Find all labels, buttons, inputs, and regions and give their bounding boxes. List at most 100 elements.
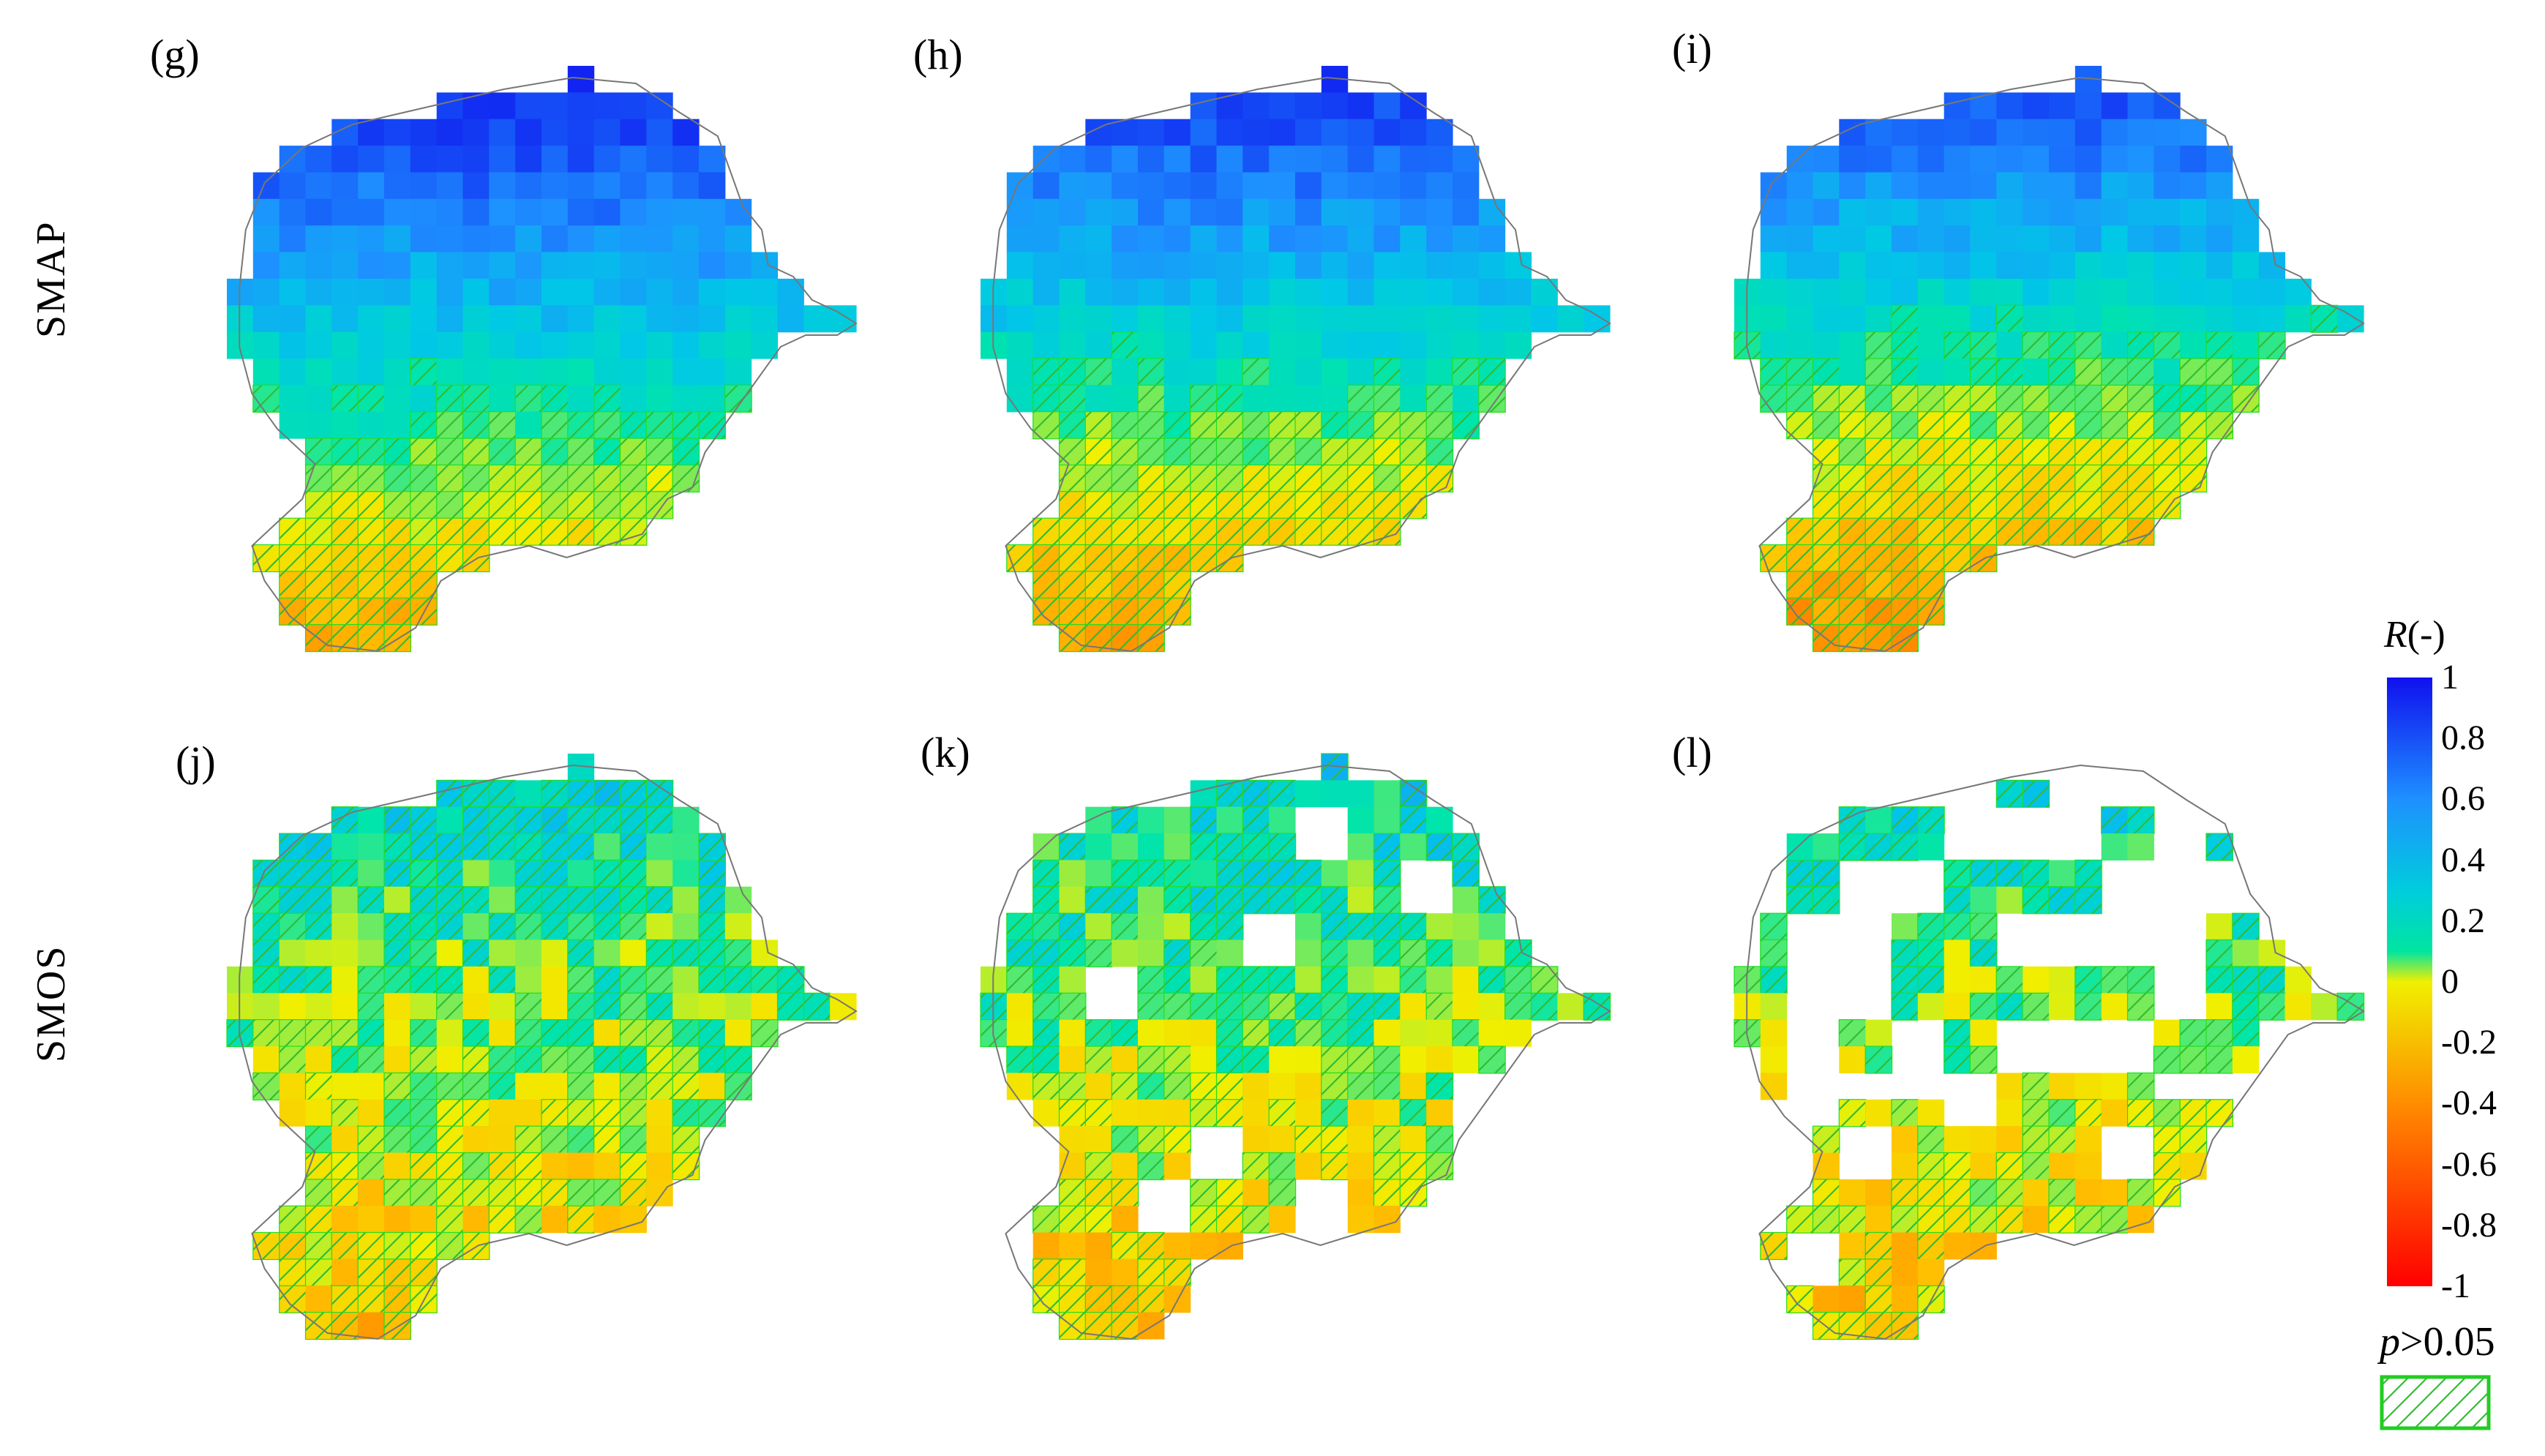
grid-cell — [1813, 331, 1840, 359]
grid-cell — [358, 913, 385, 941]
hatch-cell — [1321, 411, 1349, 440]
hatch-cell — [2074, 464, 2102, 493]
hatch-cell — [2048, 1099, 2077, 1127]
grid-cell — [384, 278, 411, 306]
hatch-cell — [2232, 358, 2260, 386]
grid-cell — [1944, 1232, 1971, 1260]
grid-cell — [2232, 1046, 2260, 1073]
hatch-cell — [331, 517, 359, 546]
grid-cell — [279, 359, 307, 386]
hatch-cell — [410, 571, 438, 599]
grid-cell — [1970, 886, 1997, 914]
grid-cell — [384, 305, 411, 333]
grid-cell — [567, 225, 595, 253]
hatch-cell — [541, 1099, 569, 1127]
grid-cell — [358, 359, 385, 386]
grid-cell — [1216, 278, 1243, 306]
hatch-cell — [2074, 1205, 2102, 1234]
grid-cell — [515, 305, 542, 333]
hatch-cell — [1530, 966, 1559, 994]
grid-cell — [1242, 1179, 1270, 1207]
hatch-cell — [304, 966, 333, 994]
hatch-cell — [1137, 411, 1166, 440]
grid-cell — [489, 993, 516, 1021]
grid-cell — [593, 252, 621, 279]
hatch-cell — [1838, 491, 1867, 519]
grid-cell — [462, 966, 490, 994]
hatch-cell — [357, 1231, 386, 1261]
hatch-cell — [1917, 939, 1945, 968]
grid-cell — [1813, 198, 1840, 226]
hatch-cell — [1891, 304, 1919, 333]
grid-cell — [1138, 331, 1165, 359]
hatch-cell — [2258, 992, 2286, 1021]
grid-cell — [620, 146, 647, 173]
grid-cell — [384, 225, 411, 253]
hatch-cell — [1891, 1179, 1919, 1207]
grid-cell — [384, 385, 411, 413]
hatch-cell — [2126, 992, 2155, 1021]
grid-cell — [777, 305, 804, 333]
grid-cell — [384, 993, 411, 1021]
hatch-cell — [567, 1125, 595, 1154]
hatch-cell — [567, 833, 595, 861]
hatch-cell — [2126, 384, 2155, 413]
hatch-cell — [724, 939, 752, 968]
hatch-cell — [2101, 438, 2129, 466]
hatch-cell — [2022, 779, 2050, 808]
grid-cell — [593, 198, 621, 226]
grid-cell — [2049, 993, 2076, 1021]
grid-cell — [2074, 252, 2102, 279]
hatch-cell — [1006, 966, 1034, 994]
grid-cell — [1190, 966, 1218, 994]
grid-cell — [1373, 146, 1401, 173]
grid-cell — [1321, 860, 1349, 888]
hatch-cell — [541, 833, 569, 861]
grid-cell — [593, 1073, 621, 1100]
hatch-cell — [1163, 859, 1191, 888]
hatch-cell — [672, 438, 700, 466]
hatch-cell — [541, 1179, 569, 1207]
grid-cell — [672, 806, 700, 834]
grid-cell — [1347, 1179, 1375, 1207]
grid-cell — [541, 1206, 569, 1234]
hatch-cell — [1864, 411, 1893, 440]
hatch-cell — [1864, 544, 1893, 573]
grid-cell — [1295, 278, 1322, 306]
hatch-cell — [1864, 1231, 1893, 1261]
hatch-cell — [279, 859, 307, 888]
hatch-cell — [1163, 411, 1191, 440]
grid-cell — [1970, 278, 1997, 306]
significance-text: >0.05 — [2400, 1319, 2495, 1365]
grid-cell — [1138, 146, 1165, 173]
grid-cell — [672, 172, 700, 200]
hatch-cell — [383, 939, 412, 968]
grid-cell — [1865, 806, 1892, 834]
hatch-cell — [357, 544, 386, 573]
basin-outline — [992, 76, 1611, 653]
grid-cell — [646, 172, 673, 200]
hatch-cell — [383, 517, 412, 546]
hatch-cell — [357, 886, 386, 915]
grid-cell — [1321, 119, 1349, 146]
grid-cell — [2127, 278, 2154, 306]
hatch-cell — [2074, 384, 2102, 413]
hatch-cell — [2153, 1179, 2181, 1207]
grid-cell — [1944, 225, 1971, 253]
grid-cell — [489, 331, 516, 359]
hatch-cell — [1347, 491, 1375, 519]
grid-cell — [1269, 385, 1296, 413]
hatch-cell — [383, 806, 412, 835]
grid-cell — [1163, 225, 1191, 253]
hatch-cell — [1969, 464, 1998, 493]
hatch-cell — [541, 1125, 569, 1154]
grid-cell — [2206, 913, 2233, 941]
grid-cell — [2154, 172, 2181, 200]
hatch-cell — [1425, 992, 1454, 1021]
grid-cell — [2049, 172, 2076, 200]
hatch-cell — [1321, 1072, 1349, 1101]
hatch-cell — [1163, 1258, 1191, 1287]
grid-cell — [1347, 119, 1375, 146]
hatch-cell — [1111, 438, 1139, 466]
grid-cell — [1944, 993, 1971, 1021]
